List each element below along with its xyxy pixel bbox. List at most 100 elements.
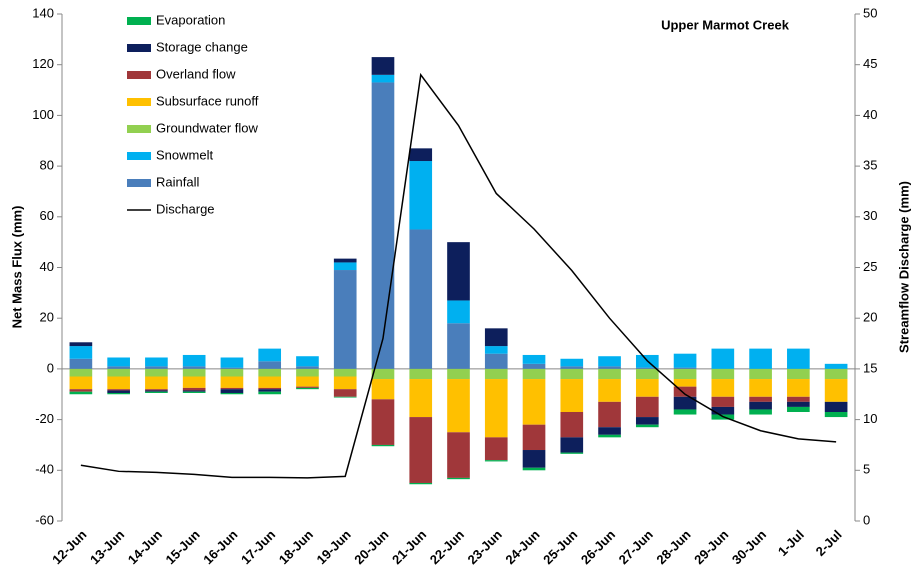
- x-tick-label: 25-Jun: [540, 527, 580, 567]
- bar-segment: [824, 401, 848, 412]
- x-tick-label: 30-Jun: [729, 527, 769, 567]
- legend-label: Rainfall: [156, 174, 199, 189]
- legend-label: Storage change: [156, 39, 248, 54]
- bar-segment: [107, 376, 130, 390]
- bar-segment: [787, 379, 810, 397]
- bar-segment: [333, 389, 357, 397]
- y-tick-label: 140: [32, 5, 54, 20]
- bar-segment: [145, 389, 168, 391]
- x-tick-label: 12-Jun: [49, 527, 89, 567]
- y2-tick-label: 40: [863, 107, 877, 122]
- bar-segment: [484, 368, 508, 380]
- bar-segment: [182, 376, 206, 388]
- y-tick-label: 80: [40, 158, 54, 173]
- x-tick-label: 16-Jun: [200, 527, 240, 567]
- bar-segment: [824, 363, 848, 369]
- legend-label: Subsurface runoff: [156, 93, 259, 108]
- bar-segment: [447, 323, 470, 369]
- bar-segment: [522, 368, 546, 380]
- bar-segment: [371, 74, 395, 83]
- y-tick-label: -60: [35, 512, 54, 527]
- x-tick-label: 20-Jun: [351, 527, 391, 567]
- bar-segment: [749, 379, 772, 397]
- bar-segment: [220, 392, 244, 395]
- bar-segment: [484, 379, 508, 438]
- bar-segment: [749, 368, 772, 380]
- bar-segment: [635, 396, 659, 418]
- bar-segment: [447, 300, 470, 324]
- bar-segment: [409, 148, 433, 162]
- bar-segment: [182, 387, 206, 391]
- y2-tick-label: 15: [863, 360, 877, 375]
- bar-segment: [635, 379, 659, 397]
- legend-label: Groundwater flow: [156, 120, 258, 135]
- bar-segment: [371, 368, 395, 380]
- x-tick-label: 1-Jul: [775, 527, 807, 559]
- bar-segment: [69, 376, 93, 390]
- legend-label: Snowmelt: [156, 147, 213, 162]
- bar-segment: [69, 358, 93, 369]
- bar-segment: [673, 409, 697, 415]
- bar-segment: [711, 368, 735, 380]
- bar-segment: [409, 368, 433, 380]
- legend-label: Discharge: [156, 201, 215, 216]
- x-tick-label: 18-Jun: [276, 527, 316, 567]
- bar-segment: [673, 379, 697, 387]
- bar-segment: [371, 399, 395, 445]
- bar-segment: [598, 401, 621, 428]
- bar-segment: [522, 450, 546, 468]
- bar-segment: [145, 390, 168, 392]
- x-tick-label: 23-Jun: [465, 527, 505, 567]
- legend-swatch: [127, 98, 151, 106]
- legend-swatch: [127, 44, 151, 52]
- bar-segment: [560, 366, 584, 369]
- bar-segment: [749, 401, 772, 410]
- bar-segment: [673, 396, 697, 410]
- bar-segment: [296, 387, 319, 390]
- x-tick-label: 28-Jun: [653, 527, 693, 567]
- bar-segment: [824, 379, 848, 402]
- x-tick-label: 21-Jun: [389, 527, 429, 567]
- y2-tick-label: 10: [863, 411, 877, 426]
- bar-segment: [560, 379, 584, 412]
- bar-segment: [371, 82, 395, 369]
- bar-segment: [220, 357, 244, 368]
- bar-segment: [447, 432, 470, 478]
- bar-segment: [824, 411, 848, 418]
- bar-segment: [107, 357, 130, 367]
- x-tick-label: 13-Jun: [87, 527, 127, 567]
- legend-label: Overland flow: [156, 66, 236, 81]
- y2-axis-title: Streamflow Discharge (mm): [896, 181, 911, 353]
- bar-segment: [749, 348, 772, 369]
- bar-segment: [220, 376, 244, 388]
- legend-swatch: [127, 125, 151, 133]
- bar-segment: [371, 379, 395, 400]
- bar-segment: [107, 389, 130, 391]
- bar-segment: [787, 368, 810, 380]
- bar-segment: [484, 353, 508, 369]
- bar-segment: [69, 389, 93, 392]
- x-tick-label: 14-Jun: [125, 527, 165, 567]
- x-tick-label: 22-Jun: [427, 527, 467, 567]
- bar-segment: [787, 401, 810, 407]
- bar-segment: [484, 328, 508, 347]
- bar-segment: [333, 262, 357, 271]
- bar-segment: [258, 376, 282, 388]
- bar-segment: [107, 366, 130, 369]
- legend-label: Evaporation: [156, 12, 225, 27]
- bar-segment: [220, 387, 244, 390]
- bar-segment: [635, 368, 659, 380]
- bar-segment: [484, 460, 508, 462]
- bar-segment: [333, 376, 357, 390]
- bar-segment: [673, 386, 697, 397]
- bar-segment: [296, 368, 319, 377]
- bar-segment: [824, 368, 848, 380]
- bar-segment: [258, 361, 282, 369]
- bar-segment: [598, 368, 621, 380]
- x-tick-label: 15-Jun: [162, 527, 202, 567]
- legend-swatch: [127, 17, 151, 25]
- x-tick-label: 19-Jun: [314, 527, 354, 567]
- bar-segment: [107, 368, 130, 377]
- bar-segment: [296, 366, 319, 369]
